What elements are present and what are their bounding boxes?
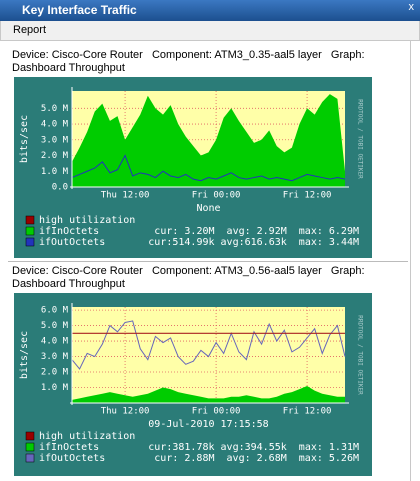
- x-tick-label: Thu 12:00: [101, 191, 150, 201]
- watermark: RRDTOOL / TOBI OETIKER: [357, 315, 364, 395]
- legend-label: ifOutOctets: [39, 453, 105, 464]
- legend-stats: cur:381.78k avg:394.55k max: 1.31M: [148, 442, 359, 453]
- legend-stats: cur: 2.88M avg: 2.68M max: 5.26M: [142, 453, 359, 464]
- legend-label: ifOutOctets: [39, 237, 105, 248]
- legend-swatch: [25, 453, 35, 463]
- x-tick-label: Fri 12:00: [283, 191, 332, 201]
- y-tick-label: 2.0 M: [41, 368, 69, 378]
- legend-stats: cur: 3.20M avg: 2.92M max: 6.29M: [154, 226, 359, 237]
- y-tick-label: 4.0 M: [41, 120, 69, 130]
- y-axis-label: bits/sec: [19, 331, 30, 379]
- area: [72, 385, 345, 403]
- legend-label: high utilization: [39, 215, 135, 226]
- legend-swatch: [25, 431, 35, 441]
- y-tick-label: 6.0 M: [41, 306, 69, 316]
- panel-caption: Device: Cisco-Core Router Component: ATM…: [12, 265, 368, 290]
- x-tick-label: Fri 12:00: [283, 407, 332, 417]
- legend-swatch: [25, 215, 35, 225]
- close-button[interactable]: x: [408, 1, 415, 13]
- y-tick-label: 3.0 M: [41, 352, 69, 362]
- legend-stats: cur:514.99k avg:616.63k max: 3.44M: [148, 237, 359, 248]
- y-tick-label: 5.0 M: [41, 321, 69, 331]
- line: [71, 154, 346, 182]
- legend-label: high utilization: [39, 431, 135, 442]
- legend-swatch: [25, 442, 35, 452]
- x-axis-label: 09-Jul-2010 17:15:58: [148, 419, 268, 430]
- legend-swatch: [25, 237, 35, 247]
- y-tick-label: 3.0 M: [41, 135, 69, 145]
- plot-area: [72, 307, 345, 403]
- legend-swatch: [25, 226, 35, 236]
- y-tick-label: 1.0 M: [41, 167, 69, 177]
- x-tick-label: Fri 00:00: [192, 191, 241, 201]
- menu-item[interactable]: Report: [13, 24, 47, 36]
- separator: [8, 261, 408, 262]
- content: Device: Cisco-Core Router Component: ATM…: [0, 41, 411, 481]
- title-bar: Key Interface Traffic x: [0, 0, 420, 21]
- line: [71, 320, 346, 370]
- window-title: Key Interface Traffic: [22, 3, 137, 17]
- x-axis-label: None: [196, 203, 220, 214]
- y-axis-label: bits/sec: [19, 115, 30, 163]
- x-tick-label: Thu 12:00: [101, 407, 150, 417]
- panel-caption: Device: Cisco-Core Router Component: ATM…: [12, 49, 368, 74]
- y-tick-label: 4.0 M: [41, 337, 69, 347]
- x-tick-label: Fri 00:00: [192, 407, 241, 417]
- legend-label: ifInOctets: [39, 442, 99, 453]
- y-tick-label: 2.0 M: [41, 151, 69, 161]
- area: [72, 94, 345, 187]
- y-tick-label: 5.0 M: [41, 104, 69, 114]
- y-tick-label: 0.0: [52, 183, 68, 193]
- chart: 0.0 1.0 M 2.0 M 3.0 M 4.0 M 5.0 M Thu 12:00 Fri…: [14, 77, 372, 258]
- menu-bar: Report: [0, 21, 420, 41]
- legend-label: ifInOctets: [39, 226, 99, 237]
- watermark: RRDTOOL / TOBI OETIKER: [357, 99, 364, 179]
- chart: 1.0 M 2.0 M 3.0 M 4.0 M 5.0 M 6.0 M Thu 12:00 F…: [14, 293, 372, 476]
- y-tick-label: 1.0 M: [41, 383, 69, 393]
